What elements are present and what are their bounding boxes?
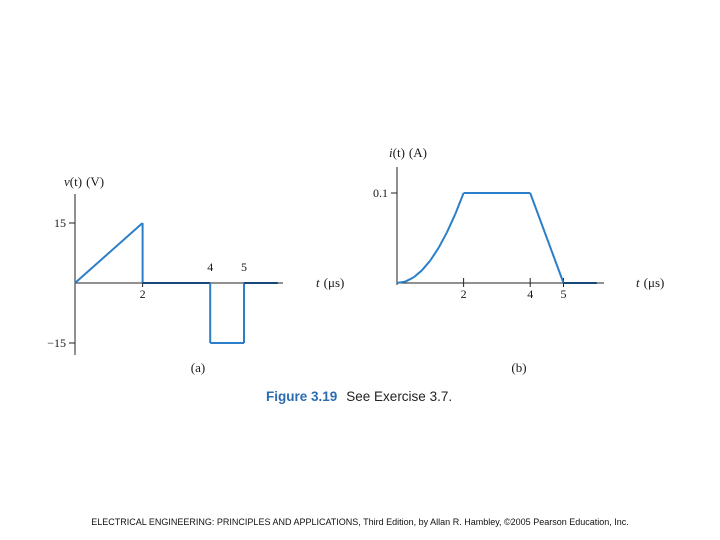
chart-b-series-segment: [396, 280, 406, 284]
chart-a-y-tick-label: −15: [47, 336, 66, 350]
chart-b-ylabel-var: i: [389, 145, 393, 160]
chart-a-ylabel: v(t) (V): [64, 174, 104, 189]
chart-b-x-tick-label: 5: [561, 287, 567, 301]
chart-b-panel-label: (b): [511, 360, 526, 375]
chart-a-ylabel-var: v: [64, 174, 70, 189]
chart-a-x-tick-label: 4: [207, 260, 213, 274]
chart-b-x-tick-label: 4: [527, 287, 533, 301]
chart-b-series-segment: [446, 213, 457, 233]
chart-b-series-segment: [529, 192, 565, 284]
chart-b-series-segment: [437, 231, 448, 249]
chart-b-series-segment: [404, 276, 415, 283]
chart-a-xlabel-unit-open: (: [324, 275, 328, 290]
chart-a-ylabel-arg: (t): [70, 174, 82, 189]
chart-a-x-tick-label: 5: [241, 260, 247, 274]
chart-a: v(t) (V) t (μs) (a) 15 −15 2 4 5: [47, 174, 344, 375]
chart-b-xlabel-unit: μs): [648, 275, 664, 290]
footer-copyright: ELECTRICAL ENGINEERING: PRINCIPLES AND A…: [91, 517, 629, 527]
chart-a-x-tick-label: 2: [140, 287, 146, 301]
chart-b-xlabel-unit-open: (: [644, 275, 648, 290]
chart-b-y-tick-label: 0.1: [373, 186, 388, 200]
chart-b-ylabel-arg: (t): [393, 145, 405, 160]
chart-b-xlabel-var: t: [636, 275, 640, 290]
chart-b-ylabel: i(t) (A): [389, 145, 427, 160]
chart-b-series-segment: [421, 259, 432, 271]
chart-a-series-segment: [74, 222, 144, 284]
chart-a-xlabel: t (μs): [316, 275, 344, 290]
chart-b-ylabel-unit: (A): [409, 145, 427, 160]
chart-b-x-tick-label: 2: [461, 287, 467, 301]
chart-a-xlabel-unit: μs): [328, 275, 344, 290]
chart-b-series-segment: [413, 269, 423, 279]
chart-b: i(t) (A) t (μs) (b) 0.1 2 4 5: [373, 145, 664, 375]
figure-caption-text: See Exercise 3.7.: [346, 389, 452, 404]
chart-b-series-segment: [429, 247, 440, 262]
chart-a-y-tick-label: 15: [54, 216, 66, 230]
chart-b-xlabel: t (μs): [636, 275, 664, 290]
chart-a-ylabel-unit: (V): [86, 174, 104, 189]
chart-b-series-segment: [454, 192, 465, 215]
figure-caption-label: Figure 3.19: [266, 389, 337, 404]
chart-a-xlabel-var: t: [316, 275, 320, 290]
chart-a-panel-label: (a): [191, 360, 205, 375]
figure-caption: Figure 3.19 See Exercise 3.7.: [266, 389, 452, 404]
